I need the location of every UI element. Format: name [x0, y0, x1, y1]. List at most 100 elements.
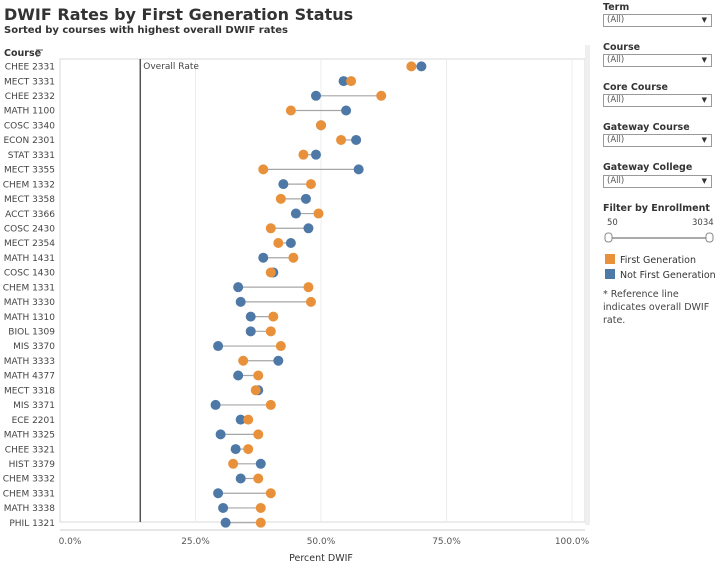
first-generation-point [303, 282, 314, 293]
scrollbar [585, 45, 590, 525]
first-generation-point [265, 223, 276, 234]
not-first-generation-point [351, 134, 362, 145]
term-select[interactable]: (All) ▼ [603, 14, 712, 27]
course-label: MATH 3330 [4, 298, 56, 308]
course-label: CHEM 3332 [3, 475, 55, 485]
not-first-generation-point [235, 296, 246, 307]
plot-area [59, 58, 586, 523]
first-generation-point [255, 517, 266, 528]
not-first-generation-point [220, 517, 231, 528]
not-first-generation-point [310, 90, 321, 101]
course-label: CHEM 1332 [3, 180, 55, 190]
first-generation-point [285, 105, 296, 116]
enrollment-slider[interactable] [603, 228, 715, 246]
course-label: ECE 2201 [12, 416, 55, 426]
not-first-generation-point [245, 311, 256, 322]
slider-max-handle[interactable] [705, 232, 714, 243]
first-generation-point [253, 429, 264, 440]
course-label: MATH 3325 [4, 431, 55, 441]
course-label: CHEE 2332 [5, 92, 55, 102]
course-label: PHIL 1321 [9, 519, 55, 529]
chart-subtitle: Sorted by courses with highest overall D… [4, 25, 288, 36]
first-generation-point [336, 134, 347, 145]
first-generation-point [406, 61, 417, 72]
not-first-generation-point [310, 149, 321, 160]
not-first-generation-point [235, 414, 246, 425]
first-generation-point [265, 267, 276, 278]
legend-label: First Generation [620, 255, 697, 266]
filter-label-gateway-course: Gateway Course [603, 122, 690, 133]
not-first-generation-point [341, 105, 352, 116]
x-axis-title: Percent DWIF [289, 553, 353, 564]
not-first-generation-point [255, 458, 266, 469]
not-first-generation-point [278, 179, 289, 190]
filter-label-core-course: Core Course [603, 82, 668, 93]
gateway-course-select[interactable]: (All) ▼ [603, 134, 712, 147]
chevron-down-icon: ▼ [701, 16, 707, 24]
course-label: MECT 3318 [4, 386, 55, 396]
course-label: MATH 4377 [4, 372, 55, 382]
slider-min-handle[interactable] [604, 232, 613, 243]
not-first-generation-point [338, 76, 349, 87]
gateway-college-select-value: (All) [607, 176, 625, 186]
first-generation-point [376, 90, 387, 101]
first-generation-point [268, 311, 279, 322]
enrollment-min: 50 [607, 218, 618, 228]
course-label: CHEE 3321 [5, 445, 55, 455]
first-generation-point [250, 385, 261, 396]
not-first-generation-point [273, 355, 284, 366]
course-label: MATH 3338 [4, 504, 56, 514]
not-first-generation-point [285, 238, 296, 248]
filter-label-term: Term [603, 2, 630, 13]
course-label: COSC 3340 [4, 121, 55, 131]
enrollment-filter-label: Filter by Enrollment [603, 203, 710, 214]
first-generation-point [258, 164, 269, 175]
course-label: ACCT 3366 [5, 210, 55, 220]
reference-note: * Reference line indicates overall DWIF … [603, 289, 710, 326]
not-first-generation-point [213, 341, 224, 352]
x-tick-label: 75.0% [432, 537, 461, 547]
not-first-generation-point [215, 429, 226, 440]
course-label: MECT 3331 [4, 77, 55, 87]
course-label: MIS 3371 [13, 401, 55, 411]
core-course-select[interactable]: (All) ▼ [603, 94, 712, 107]
chevron-down-icon: ▼ [701, 96, 707, 104]
chevron-down-icon: ▼ [701, 56, 707, 64]
x-tick-label: 100.0% [555, 537, 590, 547]
first-generation-point [265, 488, 276, 499]
first-generation-point [255, 502, 266, 513]
first-generation-point [316, 120, 326, 131]
first-generation-point [298, 149, 309, 160]
first-generation-point [243, 414, 254, 425]
not-first-generation-swatch [605, 269, 615, 279]
legend-label: Not First Generation [620, 270, 716, 281]
course-label: MECT 2354 [4, 239, 55, 249]
course-label: MATH 1431 [4, 254, 55, 264]
term-select-value: (All) [607, 15, 625, 25]
first-generation-point [273, 238, 284, 248]
not-first-generation-point [213, 488, 224, 499]
gateway-college-select[interactable]: (All) ▼ [603, 175, 712, 188]
course-label: COSC 1430 [4, 269, 55, 279]
not-first-generation-point [303, 223, 314, 234]
course-select[interactable]: (All) ▼ [603, 54, 712, 67]
dumbbell-chart: Course Overall Rate CHEE 2331 MECT 3331 CHEE… [3, 45, 590, 564]
x-tick-label: 50.0% [307, 537, 336, 547]
first-generation-point [253, 370, 264, 381]
course-label: MATH 1100 [4, 107, 56, 117]
not-first-generation-point [233, 370, 244, 381]
not-first-generation-point [258, 252, 269, 263]
course-label: MATH 1310 [4, 313, 56, 323]
legend-item-not-first-generation: Not First Generation [605, 269, 716, 281]
first-generation-point [228, 458, 239, 469]
chevron-down-icon: ▼ [701, 177, 707, 185]
not-first-generation-point [218, 502, 229, 513]
course-label: HIST 3379 [9, 460, 56, 470]
course-label: STAT 3331 [8, 151, 55, 161]
course-label: CHEM 1331 [3, 283, 55, 293]
chevron-down-icon: ▼ [701, 136, 707, 144]
not-first-generation-point [230, 444, 241, 455]
first-generation-point [253, 473, 264, 484]
first-generation-point [288, 252, 299, 263]
not-first-generation-point [235, 473, 246, 484]
